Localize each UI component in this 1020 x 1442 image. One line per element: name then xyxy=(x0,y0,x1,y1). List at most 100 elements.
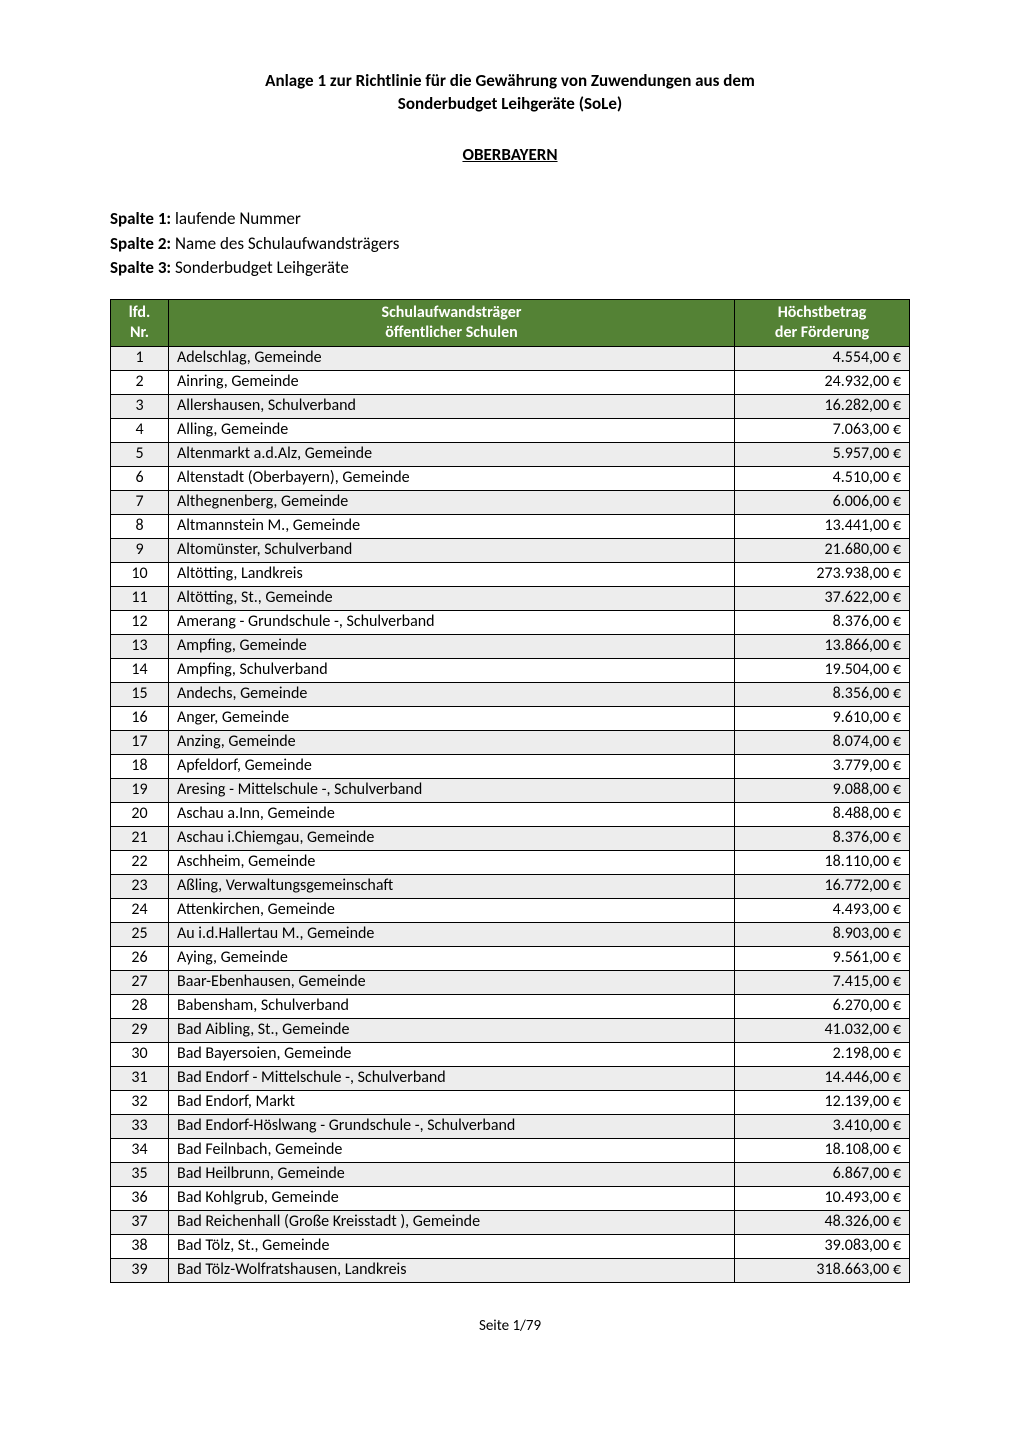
cell-num: 28 xyxy=(111,994,169,1018)
cell-value: 16.282,00 € xyxy=(735,394,910,418)
cell-value: 6.867,00 € xyxy=(735,1162,910,1186)
table-row: 27Baar-Ebenhausen, Gemeinde7.415,00 € xyxy=(111,970,910,994)
table-row: 8Altmannstein M., Gemeinde13.441,00 € xyxy=(111,514,910,538)
cell-name: Baar-Ebenhausen, Gemeinde xyxy=(169,970,735,994)
cell-num: 15 xyxy=(111,682,169,706)
cell-name: Bad Feilnbach, Gemeinde xyxy=(169,1138,735,1162)
table-row: 17Anzing, Gemeinde8.074,00 € xyxy=(111,730,910,754)
cell-value: 4.510,00 € xyxy=(735,466,910,490)
table-row: 9Altomünster, Schulverband21.680,00 € xyxy=(111,538,910,562)
cell-num: 1 xyxy=(111,346,169,370)
table-row: 23Aßling, Verwaltungsgemeinschaft16.772,… xyxy=(111,874,910,898)
cell-value: 48.326,00 € xyxy=(735,1210,910,1234)
cell-name: Anger, Gemeinde xyxy=(169,706,735,730)
table-row: 3Allershausen, Schulverband16.282,00 € xyxy=(111,394,910,418)
page-footer: Seite 1/79 xyxy=(110,1317,910,1335)
cell-name: Aying, Gemeinde xyxy=(169,946,735,970)
cell-name: Bad Endorf, Markt xyxy=(169,1090,735,1114)
cell-name: Aschheim, Gemeinde xyxy=(169,850,735,874)
table-row: 4Alling, Gemeinde7.063,00 € xyxy=(111,418,910,442)
table-row: 31Bad Endorf - Mittelschule -, Schulverb… xyxy=(111,1066,910,1090)
cell-value: 14.446,00 € xyxy=(735,1066,910,1090)
cell-num: 30 xyxy=(111,1042,169,1066)
col-def-1-text: laufende Nummer xyxy=(171,208,301,229)
cell-num: 9 xyxy=(111,538,169,562)
col-def-3-prefix: Spalte 3: xyxy=(110,257,171,278)
cell-name: Ampfing, Gemeinde xyxy=(169,634,735,658)
cell-value: 13.441,00 € xyxy=(735,514,910,538)
cell-num: 3 xyxy=(111,394,169,418)
cell-name: Anzing, Gemeinde xyxy=(169,730,735,754)
cell-value: 41.032,00 € xyxy=(735,1018,910,1042)
cell-name: Altmannstein M., Gemeinde xyxy=(169,514,735,538)
th-num-l2: Nr. xyxy=(130,323,149,342)
th-num: lfd. Nr. xyxy=(111,299,169,346)
cell-name: Bad Bayersoien, Gemeinde xyxy=(169,1042,735,1066)
cell-value: 19.504,00 € xyxy=(735,658,910,682)
col-def-3: Spalte 3: Sonderbudget Leihgeräte xyxy=(110,256,910,281)
th-value-l1: Höchstbetrag xyxy=(778,303,867,322)
table-row: 33Bad Endorf-Höslwang - Grundschule -, S… xyxy=(111,1114,910,1138)
table-row: 7Althegnenberg, Gemeinde6.006,00 € xyxy=(111,490,910,514)
th-name-l2: öffentlicher Schulen xyxy=(385,323,517,342)
cell-name: Bad Aibling, St., Gemeinde xyxy=(169,1018,735,1042)
cell-value: 3.410,00 € xyxy=(735,1114,910,1138)
funding-table: lfd. Nr. Schulaufwandsträger öffentliche… xyxy=(110,299,910,1283)
table-row: 25Au i.d.Hallertau M., Gemeinde8.903,00 … xyxy=(111,922,910,946)
cell-num: 36 xyxy=(111,1186,169,1210)
table-row: 34Bad Feilnbach, Gemeinde18.108,00 € xyxy=(111,1138,910,1162)
cell-num: 25 xyxy=(111,922,169,946)
cell-value: 7.415,00 € xyxy=(735,970,910,994)
th-name: Schulaufwandsträger öffentlicher Schulen xyxy=(169,299,735,346)
cell-name: Althegnenberg, Gemeinde xyxy=(169,490,735,514)
cell-name: Bad Kohlgrub, Gemeinde xyxy=(169,1186,735,1210)
cell-name: Aßling, Verwaltungsgemeinschaft xyxy=(169,874,735,898)
cell-value: 7.063,00 € xyxy=(735,418,910,442)
col-def-1-prefix: Spalte 1: xyxy=(110,208,171,229)
cell-value: 4.554,00 € xyxy=(735,346,910,370)
table-row: 10Altötting, Landkreis273.938,00 € xyxy=(111,562,910,586)
table-row: 26Aying, Gemeinde9.561,00 € xyxy=(111,946,910,970)
cell-name: Bad Heilbrunn, Gemeinde xyxy=(169,1162,735,1186)
cell-num: 19 xyxy=(111,778,169,802)
cell-num: 2 xyxy=(111,370,169,394)
cell-name: Altenmarkt a.d.Alz, Gemeinde xyxy=(169,442,735,466)
table-row: 37Bad Reichenhall (Große Kreisstadt ), G… xyxy=(111,1210,910,1234)
cell-name: Amerang - Grundschule -, Schulverband xyxy=(169,610,735,634)
cell-value: 273.938,00 € xyxy=(735,562,910,586)
cell-num: 11 xyxy=(111,586,169,610)
table-row: 13Ampfing, Gemeinde13.866,00 € xyxy=(111,634,910,658)
table-row: 22Aschheim, Gemeinde18.110,00 € xyxy=(111,850,910,874)
table-row: 15Andechs, Gemeinde8.356,00 € xyxy=(111,682,910,706)
cell-num: 12 xyxy=(111,610,169,634)
cell-num: 39 xyxy=(111,1258,169,1282)
cell-num: 33 xyxy=(111,1114,169,1138)
cell-num: 16 xyxy=(111,706,169,730)
th-value-l2: der Förderung xyxy=(775,323,869,342)
cell-name: Attenkirchen, Gemeinde xyxy=(169,898,735,922)
cell-value: 4.493,00 € xyxy=(735,898,910,922)
col-def-2-text: Name des Schulaufwandsträgers xyxy=(171,233,399,254)
cell-name: Allershausen, Schulverband xyxy=(169,394,735,418)
table-row: 30Bad Bayersoien, Gemeinde2.198,00 € xyxy=(111,1042,910,1066)
table-row: 38Bad Tölz, St., Gemeinde39.083,00 € xyxy=(111,1234,910,1258)
cell-name: Adelschlag, Gemeinde xyxy=(169,346,735,370)
cell-name: Babensham, Schulverband xyxy=(169,994,735,1018)
cell-num: 13 xyxy=(111,634,169,658)
table-row: 19Aresing - Mittelschule -, Schulverband… xyxy=(111,778,910,802)
cell-num: 17 xyxy=(111,730,169,754)
cell-name: Bad Tölz-Wolfratshausen, Landkreis xyxy=(169,1258,735,1282)
cell-name: Bad Endorf-Höslwang - Grundschule -, Sch… xyxy=(169,1114,735,1138)
cell-num: 31 xyxy=(111,1066,169,1090)
cell-num: 32 xyxy=(111,1090,169,1114)
page: Anlage 1 zur Richtlinie für die Gewährun… xyxy=(0,0,1020,1385)
cell-value: 39.083,00 € xyxy=(735,1234,910,1258)
cell-value: 5.957,00 € xyxy=(735,442,910,466)
title-line-1: Anlage 1 zur Richtlinie für die Gewährun… xyxy=(265,70,755,91)
section-title: OBERBAYERN xyxy=(110,144,910,165)
col-def-1: Spalte 1: laufende Nummer xyxy=(110,207,910,232)
cell-value: 24.932,00 € xyxy=(735,370,910,394)
cell-value: 8.488,00 € xyxy=(735,802,910,826)
table-row: 18Apfeldorf, Gemeinde3.779,00 € xyxy=(111,754,910,778)
cell-name: Alling, Gemeinde xyxy=(169,418,735,442)
